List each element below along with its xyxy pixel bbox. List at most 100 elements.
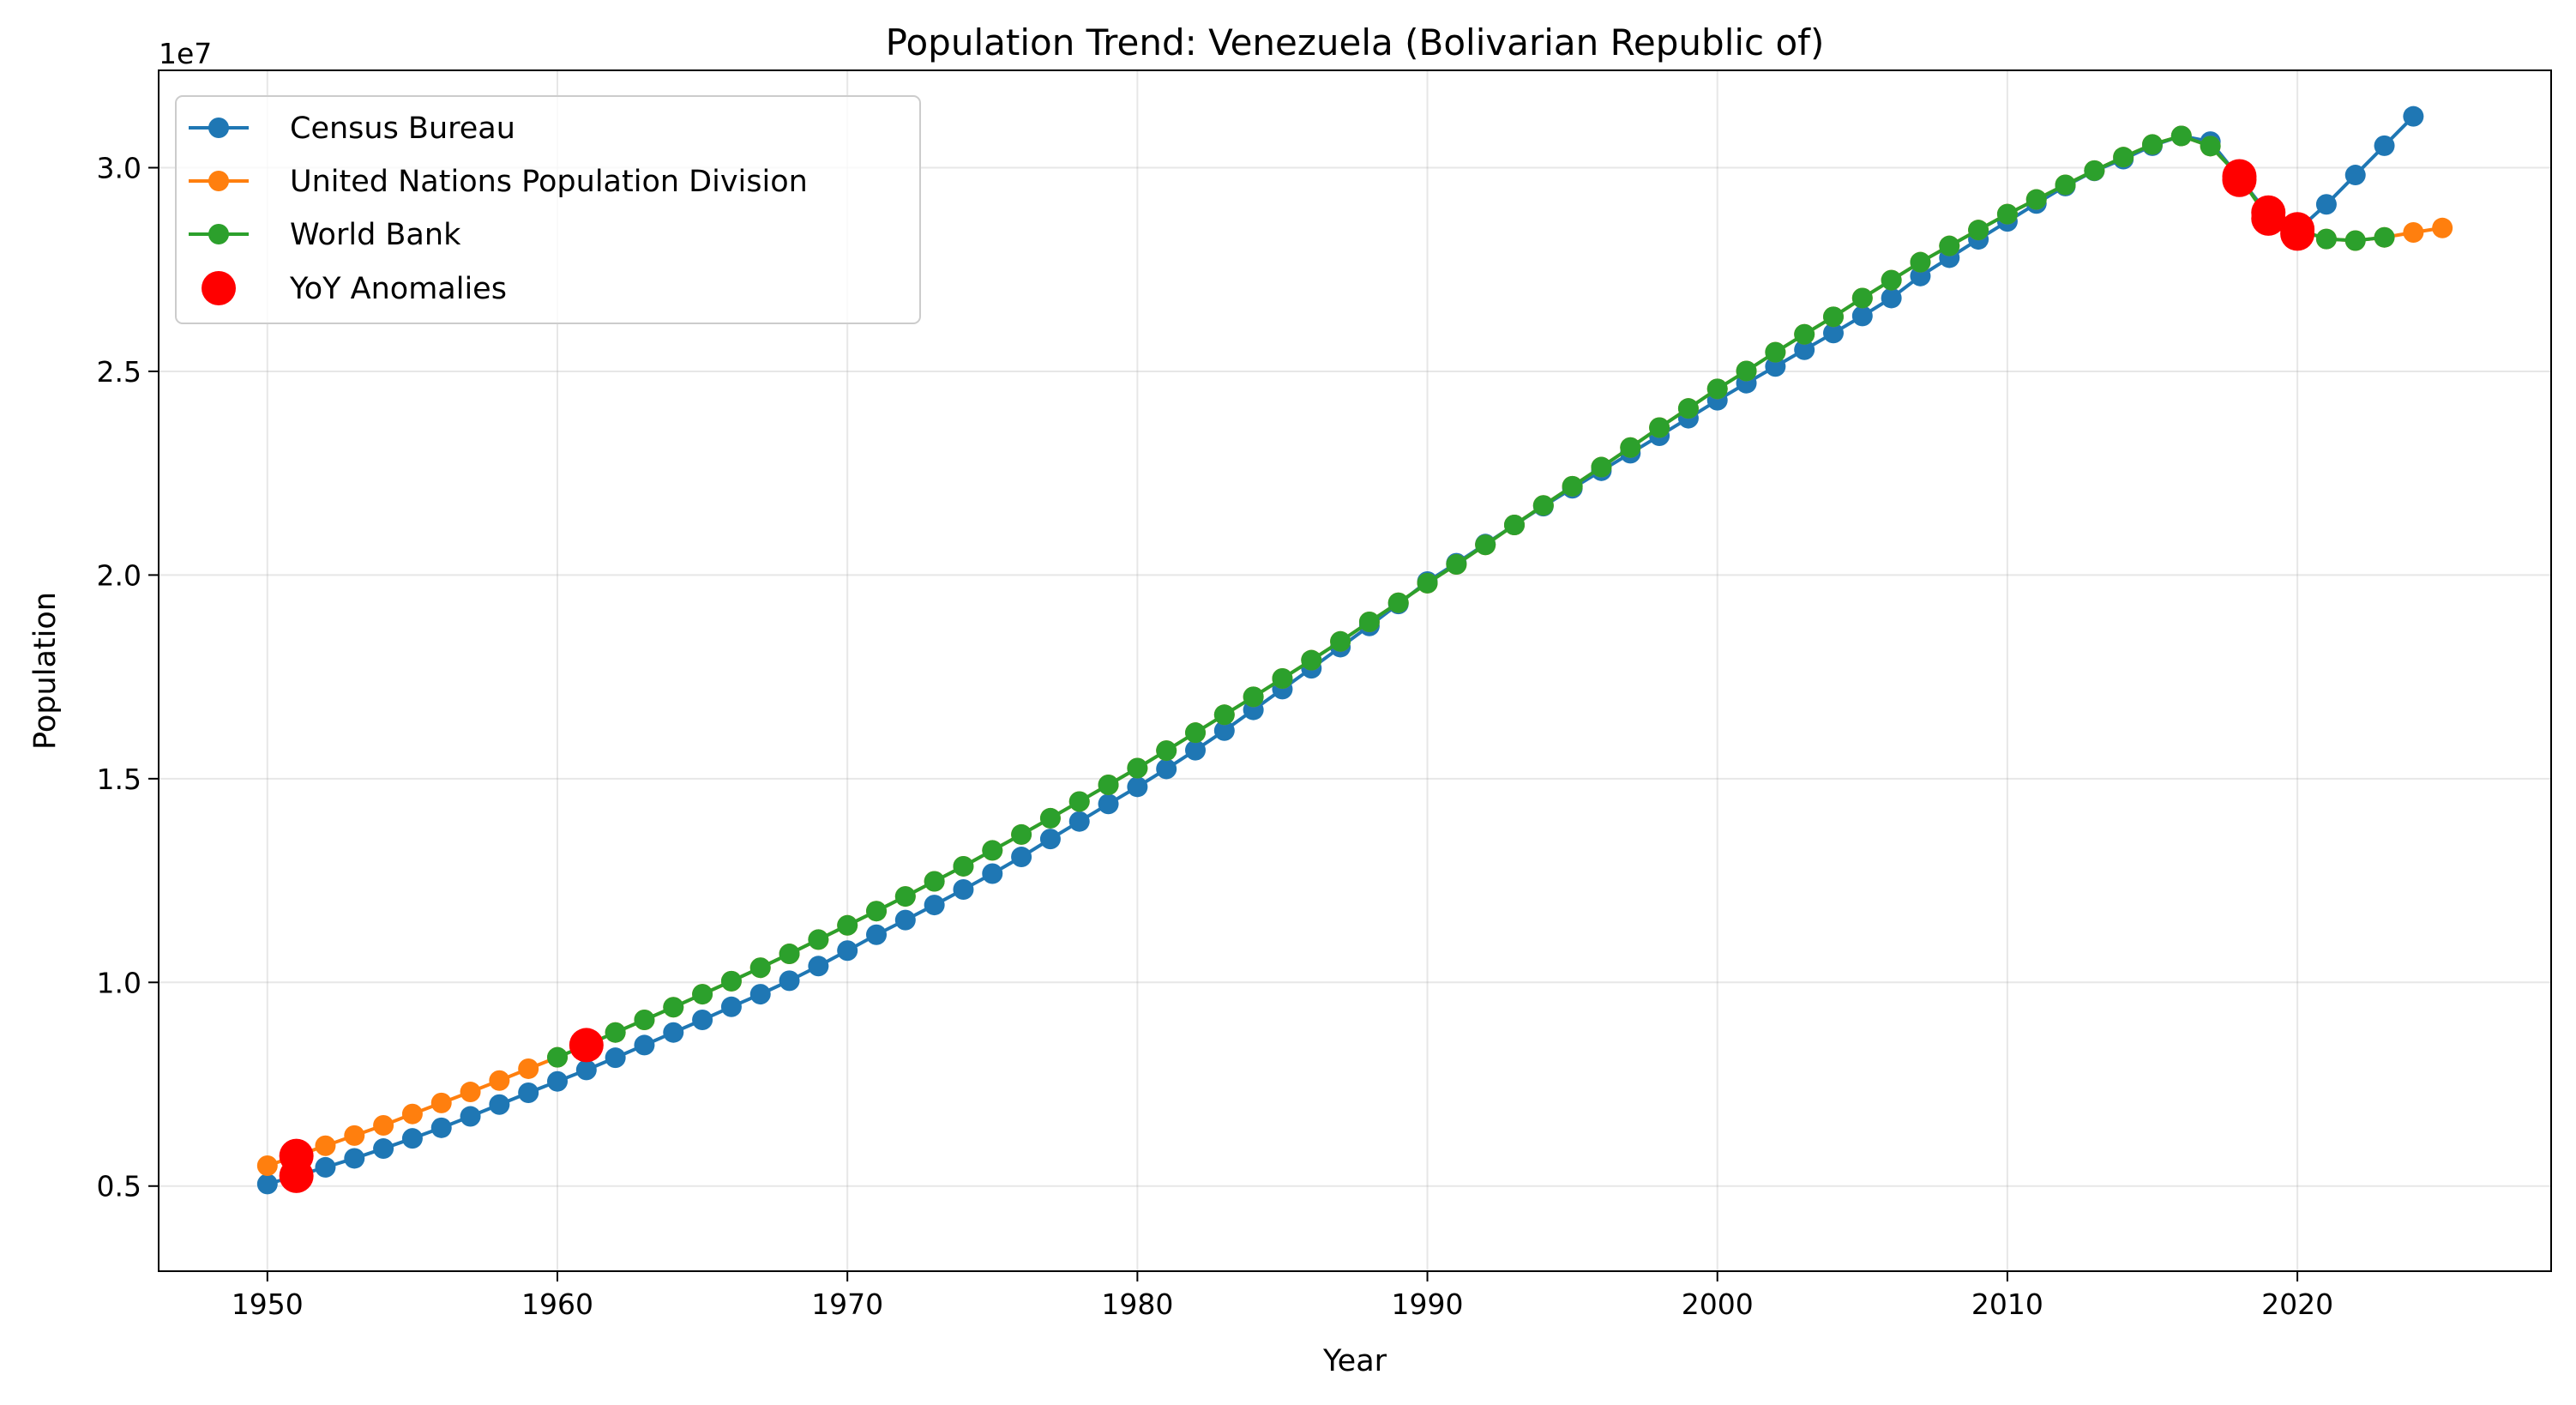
- data-point: [460, 1082, 481, 1103]
- data-point: [1562, 475, 1583, 497]
- data-point: [2084, 160, 2105, 181]
- data-point: [808, 956, 829, 977]
- data-point: [2344, 230, 2366, 251]
- data-point: [1851, 287, 1873, 309]
- x-axis-label: Year: [1322, 1344, 1387, 1378]
- data-point: [605, 1022, 626, 1043]
- anomaly-point: [569, 1028, 604, 1063]
- y-tick-label: 3.0: [97, 152, 141, 185]
- anomaly-point: [2280, 216, 2315, 251]
- data-point: [1881, 269, 1902, 291]
- x-tick-label: 2010: [1971, 1287, 2043, 1321]
- data-point: [749, 957, 771, 979]
- data-point: [1011, 823, 1032, 845]
- data-point: [866, 901, 887, 922]
- y-axis-ticks: 0.5 1.0 1.5 2.0 2.5 3.0: [97, 152, 159, 1203]
- data-point: [894, 909, 916, 931]
- y-tick-label: 0.5: [97, 1170, 141, 1203]
- data-point: [2344, 165, 2366, 186]
- data-point: [1011, 847, 1032, 868]
- data-point: [1098, 793, 1119, 815]
- data-point: [953, 879, 974, 901]
- data-point: [1039, 807, 1061, 829]
- data-point: [2113, 147, 2134, 168]
- legend-items: Census Bureau United Nations Population D…: [189, 112, 808, 306]
- data-point: [894, 886, 916, 908]
- data-point: [837, 914, 858, 936]
- data-point: [518, 1058, 539, 1079]
- data-point: [1968, 220, 1989, 241]
- data-point: [489, 1094, 510, 1115]
- legend-marker: [202, 271, 236, 305]
- data-point: [1851, 305, 1873, 327]
- legend-label: World Bank: [290, 218, 461, 252]
- x-tick-label: 1950: [232, 1287, 304, 1321]
- series-2: [547, 125, 2395, 1068]
- data-point: [837, 940, 858, 962]
- legend-label: YoY Anomalies: [289, 272, 507, 306]
- y-axis-scale-label: 1e7: [159, 37, 212, 70]
- data-point: [1068, 811, 1090, 832]
- data-point: [373, 1114, 394, 1136]
- y-axis-label: Population: [28, 592, 63, 750]
- x-tick-label: 1980: [1101, 1287, 1173, 1321]
- data-point: [1794, 323, 1815, 345]
- data-point: [489, 1070, 510, 1091]
- data-point: [518, 1082, 539, 1103]
- anomaly-point: [279, 1158, 314, 1193]
- data-point: [1446, 554, 1467, 576]
- legend: Census Bureau United Nations Population D…: [175, 95, 921, 324]
- data-point: [256, 1155, 278, 1177]
- data-point: [749, 984, 771, 1005]
- anomaly-layer: [279, 159, 2315, 1193]
- data-point: [924, 895, 945, 916]
- data-point: [2315, 194, 2337, 215]
- data-point: [953, 855, 974, 877]
- data-point: [547, 1046, 568, 1068]
- data-point: [982, 840, 1003, 861]
- y-tick-label: 1.5: [97, 763, 141, 796]
- series-line: [557, 134, 2385, 1059]
- data-point: [256, 1173, 278, 1195]
- data-point: [1156, 758, 1177, 780]
- data-point: [430, 1092, 452, 1113]
- data-point: [1185, 739, 1206, 761]
- data-point: [1039, 829, 1061, 850]
- x-tick-label: 1960: [521, 1287, 593, 1321]
- data-point: [2374, 226, 2395, 248]
- x-tick-label: 1970: [811, 1287, 883, 1321]
- x-axis-ticks: 1950 1960 1970 1980 1990 2000 2010 2020: [232, 1271, 2333, 1321]
- anomaly-point: [2222, 162, 2257, 197]
- data-point: [2055, 174, 2076, 196]
- x-tick-label: 2020: [2261, 1287, 2333, 1321]
- data-point: [2200, 136, 2221, 157]
- data-point: [779, 970, 800, 992]
- data-point: [2374, 135, 2395, 156]
- data-point: [2315, 228, 2337, 250]
- x-tick-label: 1990: [1392, 1287, 1464, 1321]
- data-point: [1765, 341, 1786, 363]
- data-point: [1504, 514, 1525, 535]
- data-point: [634, 1034, 655, 1056]
- anomaly-point: [2251, 195, 2286, 230]
- data-point: [1620, 437, 1641, 458]
- data-point: [1823, 323, 1844, 344]
- data-point: [401, 1128, 423, 1149]
- data-point: [2403, 222, 2424, 244]
- data-point: [1243, 686, 1264, 708]
- data-point: [344, 1125, 365, 1146]
- data-point: [1417, 572, 1438, 594]
- data-point: [634, 1009, 655, 1030]
- data-point: [1156, 740, 1177, 762]
- legend-marker: [208, 171, 229, 191]
- y-tick-label: 2.0: [97, 558, 141, 592]
- data-point: [1910, 251, 1931, 273]
- data-point: [605, 1047, 626, 1069]
- data-point: [401, 1103, 423, 1125]
- data-point: [720, 996, 742, 1017]
- data-point: [1213, 720, 1235, 741]
- y-tick-label: 2.5: [97, 355, 141, 389]
- data-point: [663, 1022, 684, 1043]
- data-point: [1272, 668, 1293, 690]
